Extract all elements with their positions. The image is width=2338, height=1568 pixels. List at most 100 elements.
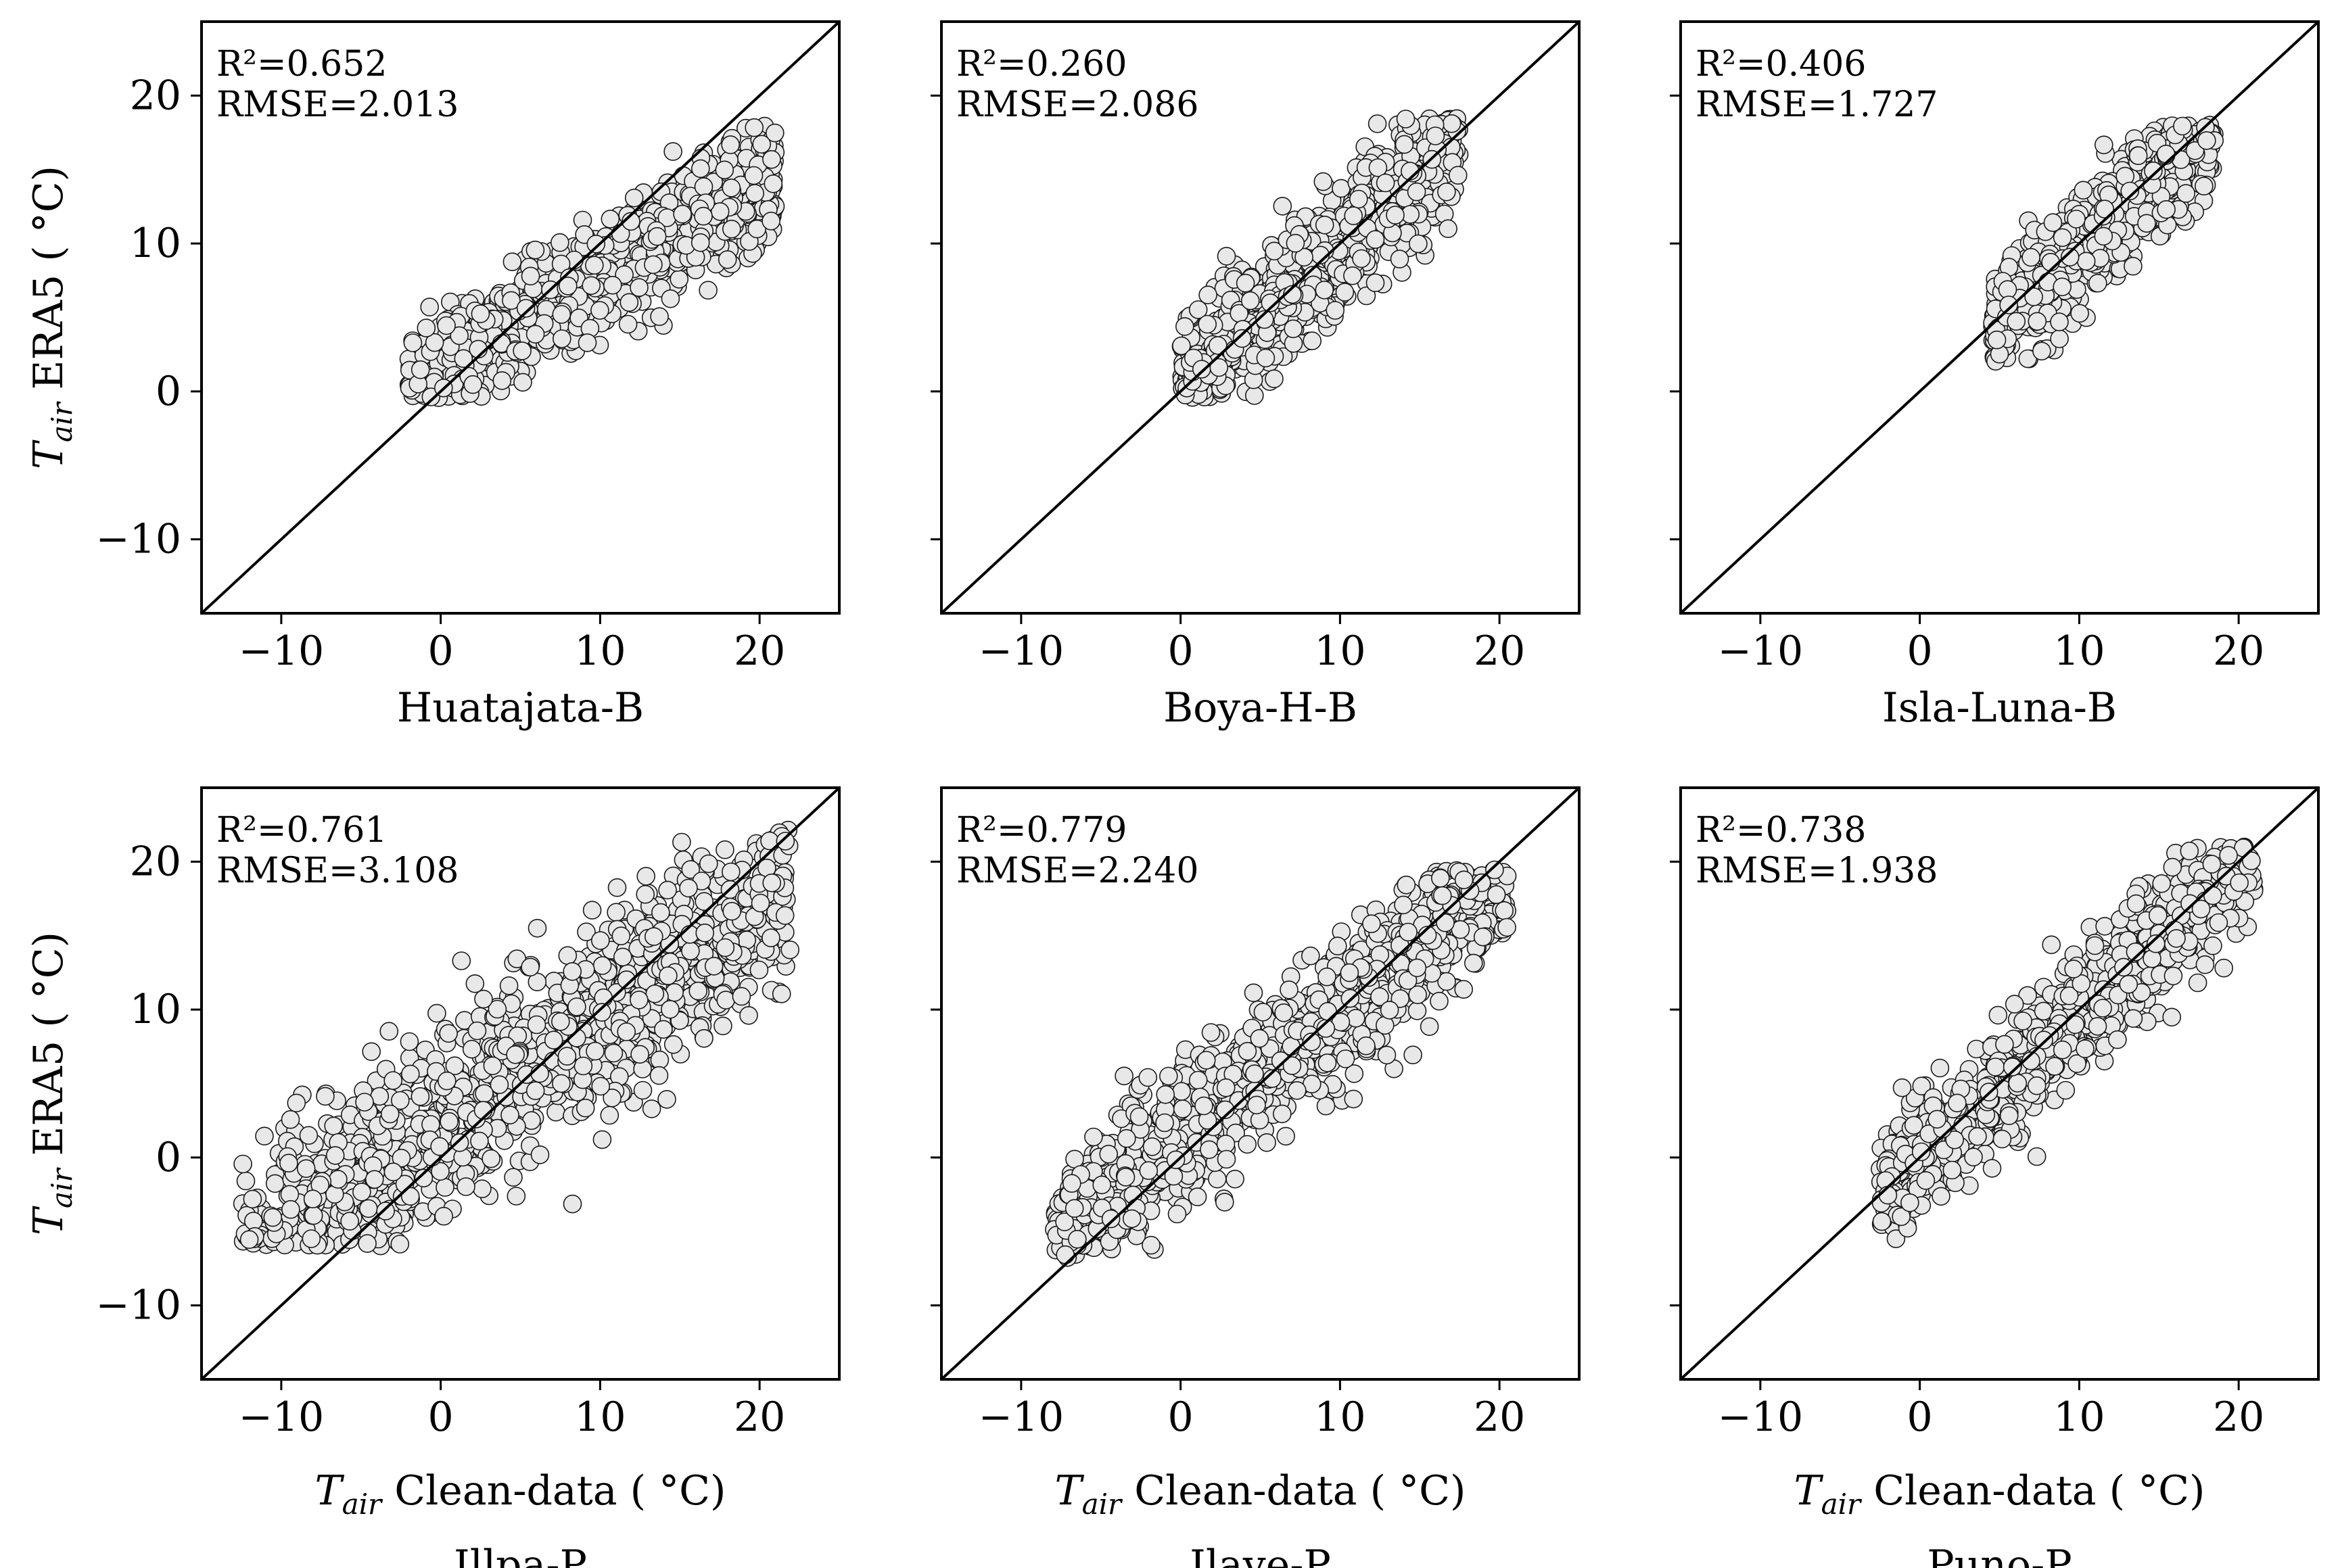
scatter-point: [590, 301, 609, 320]
scatter-point: [1497, 918, 1516, 937]
x-tick-label: 20: [2213, 627, 2264, 675]
scatter-point: [1172, 336, 1191, 356]
scatter-point: [1315, 215, 1334, 235]
scatter-point: [747, 219, 766, 239]
scatter-point: [586, 1041, 605, 1061]
scatter-point: [1084, 1127, 1103, 1147]
scatter-point: [1276, 1126, 1295, 1146]
scatter-point: [296, 1159, 316, 1179]
identity-line: [941, 22, 1579, 613]
scatter-point: [516, 299, 536, 318]
scatter-point: [1294, 247, 1313, 267]
scatter-point: [780, 941, 799, 959]
scatter-point: [1303, 331, 1322, 350]
scatter-point: [2070, 304, 2089, 323]
scatter-point: [427, 1003, 446, 1023]
scatter-point: [1263, 1069, 1282, 1088]
scatter-point: [551, 254, 571, 274]
scatter-point: [644, 927, 663, 946]
scatter-point: [465, 974, 485, 993]
scatter-point: [762, 150, 781, 169]
scatter-point: [691, 159, 710, 179]
y-tick-label: −10: [95, 1282, 181, 1329]
scatter-point: [1344, 1089, 1363, 1109]
scatter-point: [657, 1090, 676, 1109]
scatter-point: [1437, 182, 1456, 201]
scatter-point: [1352, 249, 1371, 268]
rmse-annotation: RMSE=2.013: [216, 85, 459, 125]
x-tick-label: 10: [574, 1394, 626, 1441]
identity-line: [941, 788, 1579, 1379]
scatter-point: [1396, 110, 1416, 128]
scatter-point: [619, 293, 639, 312]
station-label: Boya-H-B: [1163, 684, 1357, 732]
scatter-point: [661, 1000, 680, 1019]
scatter-point: [462, 1039, 482, 1059]
scatter-point: [2067, 210, 2086, 229]
y-tick-label: 20: [130, 838, 181, 885]
scatter-point: [1217, 1149, 1236, 1169]
scatter-point: [2074, 181, 2093, 200]
scatter-point: [557, 1047, 577, 1066]
scatter-point: [577, 922, 596, 941]
scatter-point: [490, 1075, 509, 1094]
scatter-point: [507, 1187, 526, 1206]
scatter-point: [2060, 247, 2080, 267]
scatter-point: [1257, 1133, 1276, 1152]
scatter-point: [663, 1035, 683, 1054]
scatter-point: [1437, 972, 1456, 991]
scatter-point: [578, 333, 597, 352]
scatter-point: [2156, 145, 2176, 164]
scatter-point: [744, 166, 764, 185]
scatter-point: [1420, 1017, 1439, 1037]
scatter-point: [766, 123, 785, 143]
scatter-point: [590, 931, 610, 950]
x-tick-label: 0: [1168, 627, 1194, 675]
scatter-point: [1215, 1193, 1234, 1212]
scatter-point: [1273, 197, 1292, 216]
scatter-point: [1173, 1099, 1192, 1118]
identity-line: [202, 788, 839, 1379]
scatter-point: [1282, 1056, 1302, 1075]
scatter-point: [1407, 958, 1427, 978]
scatter-point: [1155, 1113, 1174, 1133]
scatter-point: [1439, 219, 1457, 239]
scatter-point: [1495, 901, 1514, 920]
scatter-point: [633, 1080, 653, 1100]
x-tick-label: −10: [979, 1394, 1065, 1441]
scatter-point: [2021, 247, 2040, 267]
scatter-point: [440, 1112, 459, 1131]
scatter-point: [739, 1006, 758, 1025]
scatter-point: [400, 1187, 420, 1206]
station-label: Isla-Luna-B: [1882, 684, 2117, 732]
scatter-point: [467, 1021, 487, 1041]
axes-frame: [940, 786, 1581, 1381]
scatter-point: [506, 1045, 525, 1064]
x-tick-label: 10: [2053, 627, 2105, 675]
scatter-point: [1464, 953, 1483, 973]
scatter-point: [1302, 1032, 1322, 1051]
scatter-point: [358, 1234, 377, 1253]
scatter-point: [475, 1084, 494, 1103]
scatter-point: [355, 1093, 374, 1112]
scatter-points: [1171, 109, 1469, 407]
scatter-point: [1255, 310, 1274, 329]
scatter-point: [324, 1116, 344, 1136]
scatter-point: [414, 1168, 434, 1188]
scatter-point: [411, 1087, 430, 1106]
scatter-point: [699, 854, 718, 874]
scatter-point: [263, 1208, 283, 1227]
scatter-point: [1395, 135, 1414, 154]
r2-annotation: R²=0.761: [216, 810, 387, 851]
scatter-point: [2195, 176, 2214, 196]
y-tick-label: 0: [156, 368, 181, 415]
scatter-point: [1247, 1095, 1266, 1115]
scatter-point: [1442, 114, 1462, 133]
scatter-point: [358, 1199, 378, 1218]
scatter-point: [474, 989, 493, 1009]
scatter-point: [2007, 312, 2026, 331]
scatter-point: [1386, 206, 1405, 224]
